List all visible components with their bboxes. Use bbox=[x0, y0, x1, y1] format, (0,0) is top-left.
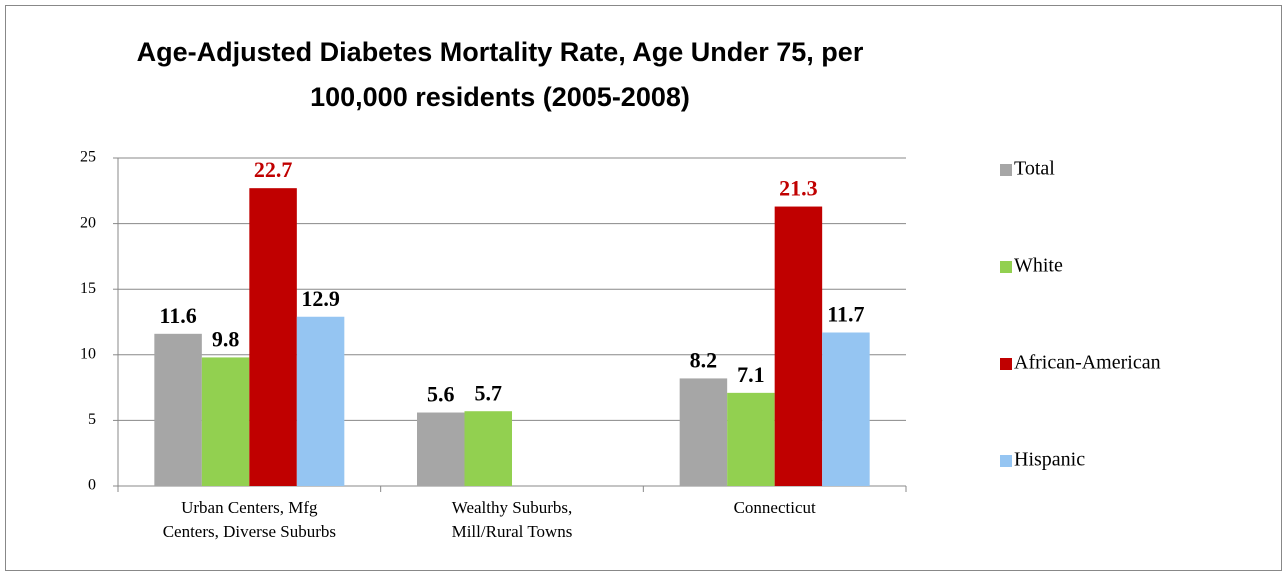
data-label: 21.3 bbox=[779, 176, 818, 201]
bar bbox=[417, 412, 465, 486]
y-tick-label: 0 bbox=[88, 477, 96, 494]
legend-label: Total bbox=[1014, 158, 1055, 180]
x-tick-label: Urban Centers, Mfg Centers, Diverse Subu… bbox=[162, 498, 336, 541]
data-label: 12.9 bbox=[301, 286, 340, 311]
y-tick-label: 5 bbox=[88, 411, 96, 428]
data-label: 22.7 bbox=[254, 157, 293, 182]
data-label: 5.6 bbox=[427, 382, 455, 407]
y-tick-label: 20 bbox=[80, 214, 96, 231]
legend-swatch bbox=[1000, 164, 1012, 176]
chart-title: Age-Adjusted Diabetes Mortality Rate, Ag… bbox=[136, 37, 864, 112]
y-tick-label: 15 bbox=[80, 280, 96, 297]
bar bbox=[201, 357, 250, 486]
legend-swatch bbox=[1000, 358, 1012, 370]
data-label: 11.6 bbox=[159, 303, 196, 328]
bar bbox=[774, 206, 823, 486]
legend-label: Hispanic bbox=[1014, 449, 1085, 471]
data-label: 9.8 bbox=[212, 326, 240, 351]
x-tick-label: Wealthy Suburbs, Mill/Rural Towns bbox=[451, 498, 573, 541]
legend-label: White bbox=[1014, 255, 1063, 277]
data-label: 8.2 bbox=[690, 347, 718, 372]
data-label: 7.1 bbox=[737, 362, 765, 387]
legend-swatch bbox=[1000, 261, 1012, 273]
bar bbox=[679, 378, 728, 486]
bar bbox=[822, 332, 870, 486]
legend-label: African-American bbox=[1014, 352, 1161, 374]
data-label: 5.7 bbox=[475, 380, 503, 405]
bar bbox=[296, 316, 345, 486]
bar bbox=[154, 333, 202, 486]
legend-swatch bbox=[1000, 455, 1012, 467]
y-tick-label: 25 bbox=[80, 149, 96, 166]
x-tick-label: Connecticut bbox=[733, 498, 816, 517]
data-label: 11.7 bbox=[827, 302, 864, 327]
bar bbox=[249, 188, 297, 486]
bar bbox=[464, 411, 512, 486]
bar bbox=[727, 392, 775, 486]
y-tick-label: 10 bbox=[80, 345, 96, 362]
